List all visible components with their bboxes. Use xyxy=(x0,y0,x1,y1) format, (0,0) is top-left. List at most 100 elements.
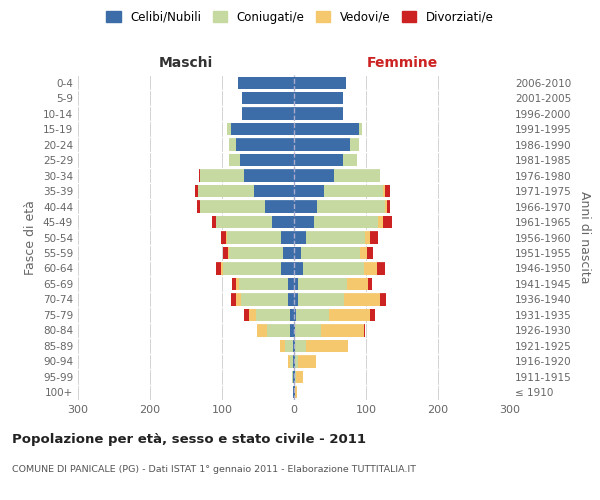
Bar xyxy=(329,308,370,321)
Bar xyxy=(370,308,374,321)
Bar xyxy=(229,154,240,166)
Bar xyxy=(238,76,294,89)
Bar xyxy=(295,386,297,398)
Bar xyxy=(344,293,380,306)
Bar xyxy=(272,216,294,228)
Bar xyxy=(294,200,317,212)
Bar xyxy=(294,278,298,290)
Bar xyxy=(370,232,377,243)
Bar xyxy=(239,278,288,290)
Bar xyxy=(240,154,294,166)
Bar xyxy=(298,355,316,368)
Bar xyxy=(294,108,343,120)
Bar xyxy=(294,154,343,166)
Bar xyxy=(365,232,370,243)
Bar xyxy=(296,370,304,383)
Bar xyxy=(347,278,368,290)
Text: COMUNE DI PANICALE (PG) - Dati ISTAT 1° gennaio 2011 - Elaborazione TUTTITALIA.I: COMUNE DI PANICALE (PG) - Dati ISTAT 1° … xyxy=(12,466,416,474)
Bar xyxy=(301,247,360,259)
Bar xyxy=(223,262,281,274)
Bar xyxy=(383,216,392,228)
Bar xyxy=(294,123,359,136)
Bar xyxy=(221,232,226,243)
Bar xyxy=(302,262,364,274)
Text: Femmine: Femmine xyxy=(367,56,437,70)
Bar xyxy=(294,262,302,274)
Bar xyxy=(298,293,344,306)
Bar xyxy=(383,185,385,198)
Bar xyxy=(280,340,286,352)
Bar xyxy=(216,216,272,228)
Bar xyxy=(212,216,215,228)
Bar xyxy=(254,185,294,198)
Bar xyxy=(244,308,248,321)
Bar xyxy=(367,247,373,259)
Text: Popolazione per età, sesso e stato civile - 2011: Popolazione per età, sesso e stato civil… xyxy=(12,432,366,446)
Bar xyxy=(293,355,294,368)
Bar xyxy=(232,278,236,290)
Bar xyxy=(294,308,296,321)
Bar xyxy=(229,138,236,151)
Bar xyxy=(294,185,324,198)
Bar xyxy=(350,138,359,151)
Bar xyxy=(320,324,364,336)
Bar xyxy=(226,232,227,243)
Bar xyxy=(290,324,294,336)
Bar xyxy=(281,262,294,274)
Bar xyxy=(227,123,230,136)
Bar xyxy=(293,386,294,398)
Bar xyxy=(232,293,236,306)
Bar xyxy=(288,278,294,290)
Bar xyxy=(294,247,301,259)
Bar xyxy=(288,355,290,368)
Bar xyxy=(293,370,294,383)
Bar xyxy=(295,324,320,336)
Bar xyxy=(294,370,295,383)
Bar xyxy=(385,185,391,198)
Bar xyxy=(387,200,391,212)
Bar xyxy=(295,370,296,383)
Bar xyxy=(283,247,294,259)
Bar xyxy=(265,200,294,212)
Bar xyxy=(296,308,329,321)
Bar xyxy=(377,216,383,228)
Bar xyxy=(227,232,281,243)
Bar xyxy=(200,200,265,212)
Y-axis label: Anni di nascita: Anni di nascita xyxy=(578,191,591,284)
Bar xyxy=(295,340,306,352)
Bar xyxy=(294,386,295,398)
Bar xyxy=(294,340,295,352)
Bar xyxy=(257,324,268,336)
Bar xyxy=(294,216,314,228)
Bar xyxy=(294,324,295,336)
Bar xyxy=(295,355,298,368)
Bar xyxy=(360,247,367,259)
Bar xyxy=(215,262,221,274)
Bar xyxy=(294,92,343,104)
Bar xyxy=(294,232,305,243)
Bar xyxy=(377,262,385,274)
Bar xyxy=(294,76,346,89)
Bar xyxy=(359,123,362,136)
Bar xyxy=(229,247,283,259)
Bar xyxy=(334,170,380,182)
Bar xyxy=(385,200,387,212)
Bar xyxy=(294,138,350,151)
Bar xyxy=(294,355,295,368)
Bar xyxy=(223,247,228,259)
Bar xyxy=(242,108,294,120)
Bar xyxy=(236,293,241,306)
Text: Maschi: Maschi xyxy=(159,56,213,70)
Bar xyxy=(197,185,198,198)
Y-axis label: Fasce di età: Fasce di età xyxy=(25,200,37,275)
Bar xyxy=(317,200,385,212)
Bar xyxy=(288,293,294,306)
Bar xyxy=(380,293,386,306)
Legend: Celibi/Nubili, Coniugati/e, Vedovi/e, Divorziati/e: Celibi/Nubili, Coniugati/e, Vedovi/e, Di… xyxy=(101,6,499,28)
Bar xyxy=(230,123,294,136)
Bar xyxy=(286,340,293,352)
Bar xyxy=(236,138,294,151)
Bar xyxy=(242,92,294,104)
Bar xyxy=(324,185,383,198)
Bar xyxy=(215,216,216,228)
